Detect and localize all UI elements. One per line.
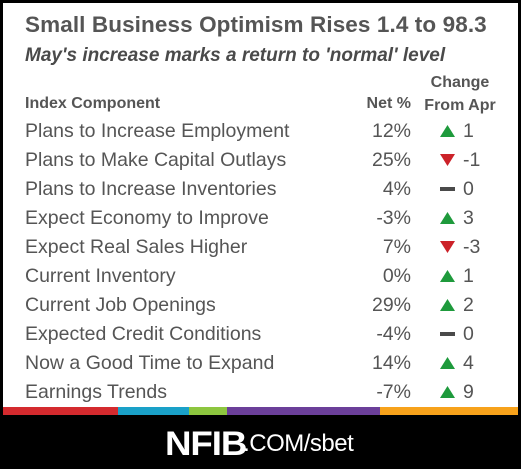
row-component-name: Current Job Openings [25, 294, 216, 316]
row-net-percent: 7% [382, 236, 411, 258]
table-row: Plans to Make Capital Outlays 25% -1 [3, 146, 518, 175]
table-row: Plans to Increase Inventories 4% 0 [3, 175, 518, 204]
table-row: Expect Real Sales Higher 7% -3 [3, 233, 518, 262]
triangle-up-icon [440, 212, 455, 224]
dash-icon [440, 328, 455, 340]
triangle-up-icon [440, 386, 455, 398]
color-strip [3, 407, 518, 415]
row-change-value: 0 [463, 178, 474, 200]
row-net-percent: 14% [371, 352, 411, 374]
row-component-name: Expected Credit Conditions [25, 323, 262, 345]
row-component-name: Now a Good Time to Expand [25, 352, 275, 374]
header-change-line2: From Apr [424, 97, 496, 114]
table-row: Current Inventory 0% 1 [3, 262, 518, 291]
table-row: Earnings Trends -7% 9 [3, 378, 518, 407]
row-change-value: 0 [463, 323, 474, 345]
triangle-up-icon [440, 357, 455, 369]
triangle-down-icon [440, 241, 455, 253]
chart-subtitle: May's increase marks a return to 'normal… [25, 45, 446, 66]
table-row: Expected Credit Conditions -4% 0 [3, 320, 518, 349]
nfib-logo: NFIB.COM/sbet [0, 421, 521, 467]
header-index-component: Index Component [25, 95, 161, 112]
triangle-up-icon [440, 270, 455, 282]
header-change-from-apr: Change From Apr [415, 71, 505, 117]
row-change: 0 [440, 175, 500, 204]
row-component-name: Current Inventory [25, 265, 176, 287]
row-component-name: Expect Economy to Improve [25, 207, 269, 229]
row-change-value: -1 [463, 149, 481, 171]
row-net-percent: 0% [382, 265, 411, 287]
row-change-value: 4 [463, 352, 474, 374]
row-change: 4 [440, 349, 500, 378]
row-component-name: Expect Real Sales Higher [25, 236, 248, 258]
header-net-percent: Net % [366, 95, 411, 112]
triangle-up-icon [440, 125, 455, 137]
row-change-value: 3 [463, 207, 474, 229]
row-change: 2 [440, 291, 500, 320]
row-net-percent: -7% [376, 381, 411, 403]
color-strip-segment [3, 407, 119, 415]
row-change-value: 1 [463, 120, 474, 142]
chart-title: Small Business Optimism Rises 1.4 to 98.… [25, 12, 487, 37]
row-net-percent: -4% [376, 323, 411, 345]
row-component-name: Plans to Increase Employment [25, 120, 290, 142]
table-row: Current Job Openings 29% 2 [3, 291, 518, 320]
row-change: 9 [440, 378, 500, 407]
table-body: Plans to Increase Employment 12% 1 Plans to… [3, 117, 518, 407]
row-change-value: 1 [463, 265, 474, 287]
row-change-value: 2 [463, 294, 474, 316]
row-change-value: 9 [463, 381, 474, 403]
row-net-percent: 29% [371, 294, 411, 316]
row-change: -3 [440, 233, 500, 262]
row-change: 3 [440, 204, 500, 233]
color-strip-segment [227, 407, 380, 415]
row-net-percent: 4% [382, 178, 411, 200]
header-change-line1: Change [430, 74, 490, 91]
row-component-name: Plans to Increase Inventories [25, 178, 277, 200]
row-change: 0 [440, 320, 500, 349]
table-row: Now a Good Time to Expand 14% 4 [3, 349, 518, 378]
row-change-value: -3 [463, 236, 481, 258]
row-change: 1 [440, 262, 500, 291]
table-card: Small Business Optimism Rises 1.4 to 98.… [3, 3, 518, 407]
logo-brand: NFIB [164, 425, 247, 463]
color-strip-segment [188, 407, 228, 415]
row-net-percent: -3% [376, 207, 411, 229]
dash-icon [440, 183, 455, 195]
row-component-name: Earnings Trends [25, 381, 167, 403]
color-strip-segment [118, 407, 189, 415]
row-component-name: Plans to Make Capital Outlays [25, 149, 287, 171]
row-change: -1 [440, 146, 500, 175]
row-net-percent: 12% [371, 120, 411, 142]
color-strip-segment [379, 407, 518, 415]
triangle-down-icon [440, 154, 455, 166]
table-row: Expect Economy to Improve -3% 3 [3, 204, 518, 233]
triangle-up-icon [440, 299, 455, 311]
logo-suffix: .COM/sbet [243, 430, 354, 457]
table-row: Plans to Increase Employment 12% 1 [3, 117, 518, 146]
row-change: 1 [440, 117, 500, 146]
row-net-percent: 25% [371, 149, 411, 171]
